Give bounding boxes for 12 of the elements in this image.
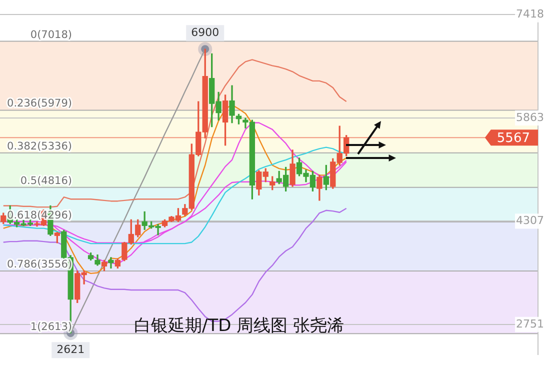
y-tick-label: 7418 xyxy=(516,8,544,21)
y-tick-label: 4307 xyxy=(516,214,544,228)
ref-line-label: 0(7018) xyxy=(30,28,72,41)
ref-line-label: 0.5(4816) xyxy=(20,174,72,187)
y-tick-label: 5863 xyxy=(516,110,544,124)
ref-line-label: 0.382(5336) xyxy=(7,140,72,152)
annotation: 6900 xyxy=(191,26,220,39)
ref-line-label: 5567 xyxy=(496,130,530,146)
annotation: 2621 xyxy=(56,342,85,356)
text: 白银延期/TD 周线图 张尧浠 xyxy=(134,315,344,337)
y-tick-label: 2751 xyxy=(516,317,544,330)
ref-line-label: 0.236(5979) xyxy=(7,98,72,110)
